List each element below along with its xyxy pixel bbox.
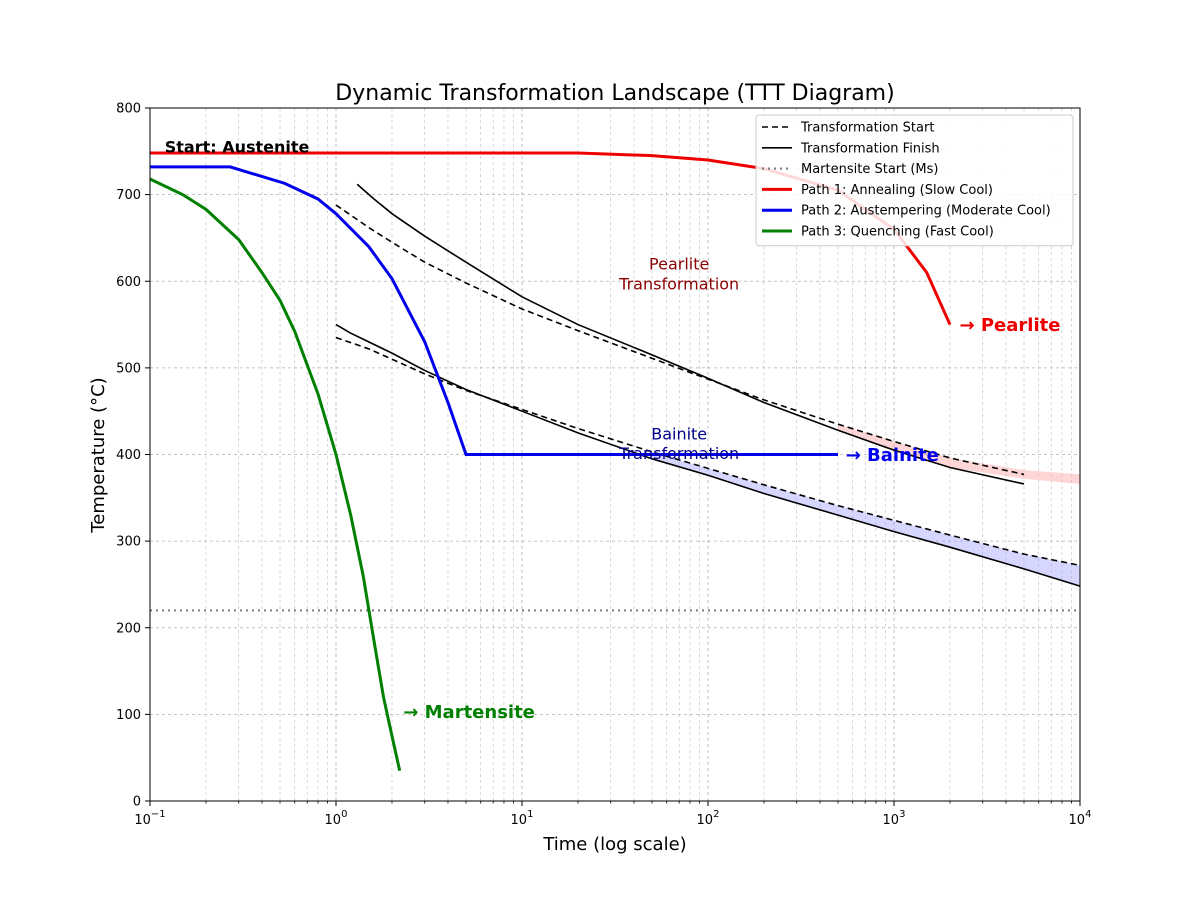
annotation-label: → Pearlite <box>960 315 1061 336</box>
legend: Transformation Start Transformation Finis… <box>755 114 1074 247</box>
y-tick-label: 300 <box>116 535 141 550</box>
bainite-band <box>652 451 1080 587</box>
annotation-label: → Martensite <box>403 702 535 723</box>
pearlite-finish-line <box>356 183 1025 485</box>
annotations: Start: AustenitePearliteTransformationBa… <box>165 138 1061 723</box>
annotation-label: Bainite <box>651 424 707 443</box>
annotation-label: Start: Austenite <box>165 138 310 157</box>
legend-entry: Path 2: Austempering (Moderate Cool) <box>801 204 1051 219</box>
x-axis-label: Time (log scale) <box>542 834 686 855</box>
y-tick-label: 500 <box>116 361 141 376</box>
legend-entry: Transformation Finish <box>800 141 940 156</box>
y-tick-label: 0 <box>133 795 141 810</box>
axis-ticks: 10−1 100 101 102 103 104010020030040050060070… <box>116 102 1091 829</box>
y-tick-label: 800 <box>116 102 141 117</box>
legend-entry: Path 1: Annealing (Slow Cool) <box>801 183 993 198</box>
path2-line <box>150 165 839 456</box>
bainite-start-line <box>335 336 1081 567</box>
y-axis-label: Temperature (°C) <box>88 377 109 533</box>
y-tick-label: 600 <box>116 275 141 290</box>
y-tick-label: 200 <box>116 621 141 636</box>
y-tick-label: 100 <box>116 708 141 723</box>
y-tick-label: 400 <box>116 448 141 463</box>
annotation-label: Transformation <box>618 274 739 293</box>
annotation-label: → Bainite <box>846 445 939 466</box>
pearlite-start-line <box>335 204 1025 476</box>
legend-box <box>755 114 1074 247</box>
transformation-bands <box>652 424 1080 587</box>
path3-line <box>149 177 402 772</box>
annotation-label: Transformation <box>618 444 739 463</box>
legend-entry: Path 3: Quenching (Fast Cool) <box>801 225 994 240</box>
y-tick-label: 700 <box>116 188 141 203</box>
legend-entry: Transformation Start <box>800 121 934 136</box>
pearlite-band <box>838 424 1080 484</box>
annotation-label: Pearlite <box>649 255 709 274</box>
chart-title: Dynamic Transformation Landscape (TTT Di… <box>335 81 894 106</box>
legend-entry: Martensite Start (Ms) <box>801 162 939 177</box>
bainite-finish-line <box>335 323 1081 587</box>
